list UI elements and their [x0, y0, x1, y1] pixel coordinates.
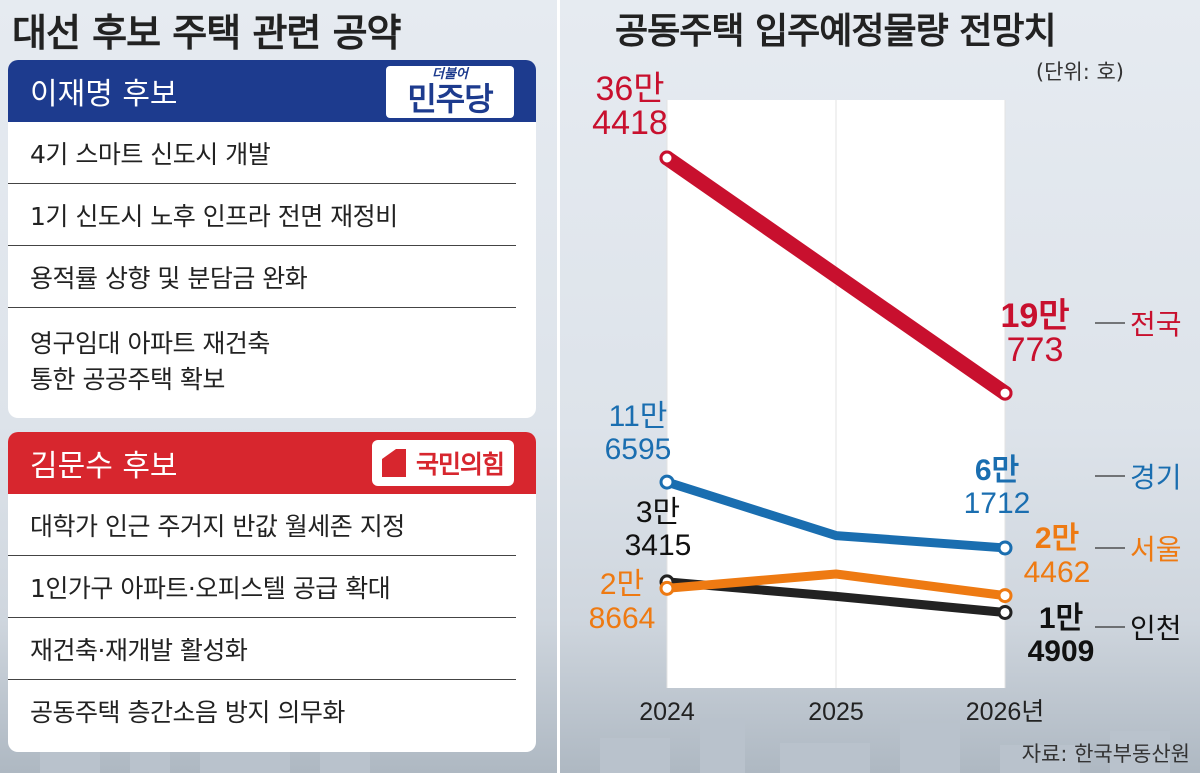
- pledge-item: 대학가 인근 주거지 반값 월세존 지정: [8, 494, 516, 556]
- panel-divider: [557, 0, 560, 773]
- series-point: [997, 604, 1013, 620]
- candidate-header: 이재명 후보 더불어 민주당: [8, 60, 536, 122]
- data-label: 773: [1007, 331, 1064, 369]
- data-label: 3415: [625, 529, 692, 562]
- candidate-name: 이재명 후보: [30, 77, 178, 112]
- ppp-logo-icon: [377, 447, 410, 479]
- candidate-name: 김문수 후보: [30, 449, 178, 484]
- pledge-item: 4기 스마트 신도시 개발: [8, 122, 516, 184]
- logo-text: 국민의힘: [415, 450, 505, 479]
- data-label: 2만: [1035, 522, 1080, 555]
- series-line-전국: [659, 150, 1013, 401]
- legend-label: 서울: [1130, 534, 1182, 565]
- series-point: [659, 580, 675, 596]
- candidate-card-kim: 김문수 후보 국민의힘 대학가 인근 주거지 반값 월세존 지정 1인가구 아파…: [8, 432, 536, 752]
- data-label: 2만: [600, 568, 644, 601]
- data-label: 36만: [595, 70, 664, 108]
- x-tick-label: 2024: [639, 698, 695, 726]
- data-label: 19만: [1000, 297, 1069, 335]
- series-line-서울: [662, 569, 1010, 601]
- candidate-card-lee: 이재명 후보 더불어 민주당 4기 스마트 신도시 개발 1기 신도시 노후 인…: [8, 60, 536, 418]
- series-point: [659, 474, 675, 490]
- legend-label: 전국: [1130, 309, 1182, 340]
- data-label: 1만: [1039, 602, 1084, 635]
- page-title: 대선 후보 주택 관련 공약: [12, 11, 402, 55]
- pledge-item: 용적률 상향 및 분담금 완화: [8, 246, 516, 308]
- data-label: 6만: [975, 454, 1020, 487]
- data-label: 6595: [605, 433, 672, 466]
- logo-big-text: 민주당: [407, 80, 493, 118]
- legend-label: 경기: [1130, 462, 1182, 493]
- x-tick-label: 2026년: [966, 698, 1045, 726]
- data-label: 4462: [1024, 556, 1091, 589]
- data-label: 1712: [964, 487, 1031, 520]
- people-power-party-logo: 국민의힘: [371, 440, 514, 486]
- data-label: 8664: [589, 602, 656, 635]
- data-label: 4418: [592, 104, 668, 142]
- pledge-item: 1인가구 아파트·오피스텔 공급 확대: [8, 556, 516, 618]
- chart-unit: (단위: 호): [1035, 60, 1124, 84]
- source-note: 자료: 한국부동산원: [1021, 742, 1190, 766]
- legend-label: 인천: [1130, 613, 1182, 644]
- line-chart: 2024 2025 2026년36만441819만77311만65956만17122…: [589, 70, 1182, 726]
- pledge-item: 공동주택 층간소음 방지 의무화: [30, 698, 345, 727]
- series-point: [997, 540, 1013, 556]
- x-tick-label: 2025: [808, 698, 864, 726]
- chart-title: 공동주택 입주예정물량 전망치: [615, 11, 1057, 52]
- series-point: [659, 150, 675, 166]
- data-label: 11만: [609, 400, 668, 433]
- series-point: [997, 385, 1013, 401]
- candidate-header: 김문수 후보 국민의힘: [8, 432, 536, 494]
- pledge-line: 영구임대 아파트 재건축: [30, 329, 270, 358]
- democratic-party-logo: 더불어 민주당: [386, 66, 514, 118]
- series-line-경기: [662, 477, 1010, 553]
- pledge-item: 재건축·재개발 활성화: [8, 618, 516, 680]
- data-label: 4909: [1028, 635, 1095, 668]
- logo-small-text: 더불어: [432, 67, 468, 82]
- series-point: [997, 588, 1013, 604]
- pledge-item: 영구임대 아파트 재건축 통한 공공주택 확보: [8, 308, 516, 416]
- pledge-item: 1기 신도시 노후 인프라 전면 재정비: [8, 184, 516, 246]
- data-label: 3만: [636, 496, 680, 529]
- pledge-line: 통한 공공주택 확보: [30, 365, 225, 394]
